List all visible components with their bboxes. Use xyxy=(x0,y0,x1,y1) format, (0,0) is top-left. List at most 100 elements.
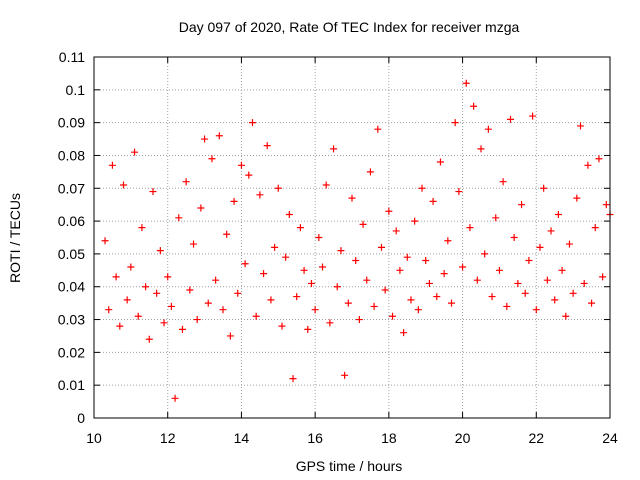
y-tick-label: 0.11 xyxy=(59,49,85,65)
data-point xyxy=(260,270,268,278)
data-point xyxy=(319,263,327,271)
data-point xyxy=(602,201,610,209)
data-point xyxy=(359,220,367,228)
data-point xyxy=(562,312,570,320)
data-point xyxy=(300,266,308,274)
data-point xyxy=(219,306,227,314)
x-tick-label: 12 xyxy=(160,430,176,446)
data-point xyxy=(326,319,334,327)
y-tick-label: 0.01 xyxy=(58,377,85,393)
data-point xyxy=(473,276,481,284)
data-point xyxy=(529,112,537,120)
data-point xyxy=(315,234,323,241)
data-point xyxy=(470,102,478,110)
plot-frame xyxy=(93,56,611,419)
data-point xyxy=(164,273,172,281)
data-point xyxy=(175,214,183,222)
data-point xyxy=(333,283,341,291)
data-point xyxy=(481,250,489,258)
data-point xyxy=(499,178,507,186)
data-point xyxy=(278,322,286,330)
data-point xyxy=(540,184,548,192)
data-point xyxy=(425,279,433,287)
grid xyxy=(94,57,610,418)
y-tick-label: 0.04 xyxy=(58,279,85,295)
data-point xyxy=(414,306,422,314)
data-point xyxy=(138,224,146,232)
data-point xyxy=(341,371,349,379)
x-tick-label: 14 xyxy=(234,430,250,446)
data-point xyxy=(204,299,212,307)
data-point xyxy=(547,227,555,235)
data-point xyxy=(234,289,242,297)
data-point xyxy=(282,253,290,261)
data-point xyxy=(123,296,131,304)
x-tick-label: 24 xyxy=(602,430,618,446)
data-point xyxy=(289,375,297,383)
data-point xyxy=(116,322,124,330)
data-point xyxy=(230,197,238,205)
data-point xyxy=(525,256,533,264)
data-point xyxy=(208,155,216,163)
data-point xyxy=(440,270,448,278)
data-point xyxy=(134,312,142,320)
data-point xyxy=(167,302,175,310)
data-point xyxy=(348,194,356,202)
data-point xyxy=(492,214,500,222)
data-point xyxy=(215,132,223,140)
data-point xyxy=(521,289,529,297)
data-point xyxy=(381,286,389,294)
data-point xyxy=(389,312,397,320)
data-point xyxy=(245,171,253,179)
data-point xyxy=(190,240,198,248)
data-point xyxy=(248,119,256,127)
data-point xyxy=(105,306,113,314)
data-point xyxy=(322,181,330,189)
data-point xyxy=(186,286,194,294)
data-point xyxy=(573,194,581,202)
data-point xyxy=(495,266,503,274)
data-point xyxy=(241,260,249,268)
y-tick-label: 0.06 xyxy=(58,213,85,229)
data-point xyxy=(580,279,588,287)
data-point xyxy=(591,224,599,232)
data-point xyxy=(370,302,378,310)
data-point xyxy=(543,276,551,284)
data-point xyxy=(127,263,135,271)
data-point xyxy=(178,325,186,333)
data-point xyxy=(377,243,385,251)
data-point xyxy=(153,289,161,297)
data-point xyxy=(429,197,437,205)
data-point xyxy=(101,237,109,245)
data-point xyxy=(201,135,209,143)
data-points xyxy=(101,79,614,402)
data-point xyxy=(444,237,452,245)
data-point xyxy=(554,211,562,219)
data-point xyxy=(396,266,404,274)
data-point xyxy=(484,125,492,133)
data-point xyxy=(595,155,603,163)
data-point xyxy=(145,335,153,343)
data-point xyxy=(459,263,467,271)
y-tick-label: 0.07 xyxy=(58,180,85,196)
data-point xyxy=(142,283,150,291)
data-point xyxy=(363,276,371,284)
data-point xyxy=(374,125,382,133)
data-point xyxy=(223,230,231,238)
data-point xyxy=(565,240,573,248)
data-point xyxy=(252,312,260,320)
x-tick-label: 16 xyxy=(307,430,323,446)
data-point xyxy=(112,273,120,281)
y-tick-label: 0 xyxy=(77,410,85,426)
data-point xyxy=(156,247,164,255)
y-axis-label: ROTI / TECUs xyxy=(7,193,23,283)
data-point xyxy=(514,279,522,287)
y-tick-label: 0.08 xyxy=(58,147,85,163)
data-point xyxy=(418,184,426,192)
data-point xyxy=(436,158,444,166)
data-point xyxy=(448,299,456,307)
data-point xyxy=(477,145,485,153)
y-tick-label: 0.03 xyxy=(58,312,85,328)
data-point xyxy=(588,299,596,307)
y-tick-label: 0.1 xyxy=(66,82,86,98)
